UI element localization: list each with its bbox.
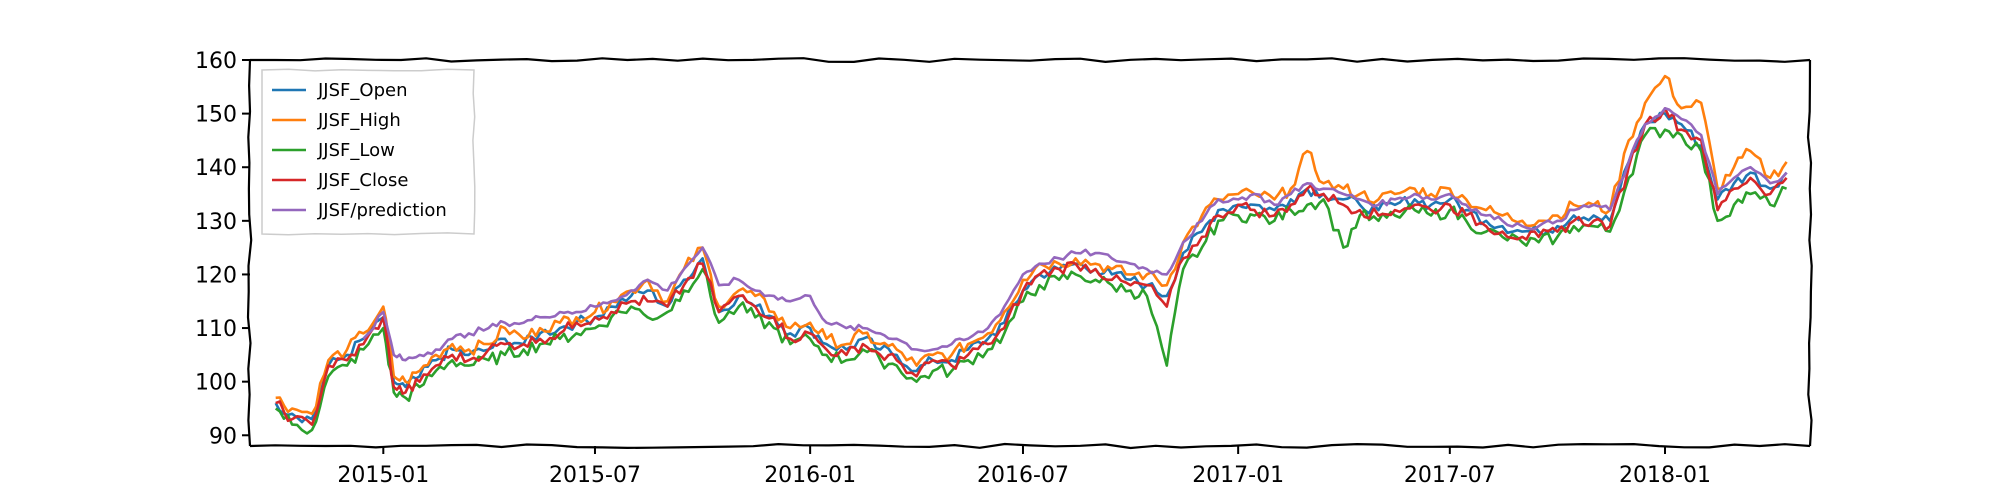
series-line-jjsf-high [275, 74, 1788, 416]
plot-frame [246, 57, 1813, 450]
x-tick-label: 2016-01 [764, 463, 856, 488]
frame-right [1806, 59, 1813, 447]
y-tick-label: 130 [195, 210, 237, 235]
y-tick-label: 120 [195, 263, 237, 288]
series-line-jjsf-low [274, 126, 1788, 435]
x-tick-label: 2015-07 [549, 463, 641, 488]
frame-top [250, 57, 1811, 63]
y-axis: 90 100 110 120 130 140 150 160 [195, 49, 250, 449]
legend-box [261, 68, 476, 236]
legend-label: JJSF_High [317, 110, 401, 131]
y-tick-label: 110 [195, 317, 237, 342]
legend-label: JJSF/prediction [317, 200, 447, 221]
series-line-jjsf-prediction [362, 107, 1788, 362]
x-tick-label: 2017-01 [1192, 463, 1284, 488]
x-axis: 2015-01 2015-07 2016-01 2016-07 2017-01 2017-… [337, 446, 1711, 488]
legend-label: JJSF_Low [317, 140, 395, 161]
series-layer [274, 74, 1788, 435]
frame-left [246, 59, 253, 447]
legend: JJSF_Open JJSF_High JJSF_Low JJSF_Close JJSF… [261, 68, 476, 236]
y-tick-label: 100 [195, 371, 237, 396]
x-tick-label: 2017-07 [1404, 463, 1496, 488]
series-line-jjsf-open [274, 111, 1788, 424]
legend-label: JJSF_Close [317, 170, 408, 191]
y-tick-label: 90 [209, 424, 237, 449]
series-line-jjsf-close [275, 107, 1788, 426]
x-tick-label: 2015-01 [337, 463, 429, 488]
x-tick-label: 2018-01 [1619, 463, 1711, 488]
frame-bottom [249, 442, 1811, 450]
y-tick-label: 150 [195, 103, 237, 128]
x-tick-label: 2016-07 [977, 463, 1069, 488]
legend-label: JJSF_Open [317, 80, 407, 101]
y-tick-label: 160 [195, 49, 237, 74]
y-tick-label: 140 [195, 156, 237, 181]
